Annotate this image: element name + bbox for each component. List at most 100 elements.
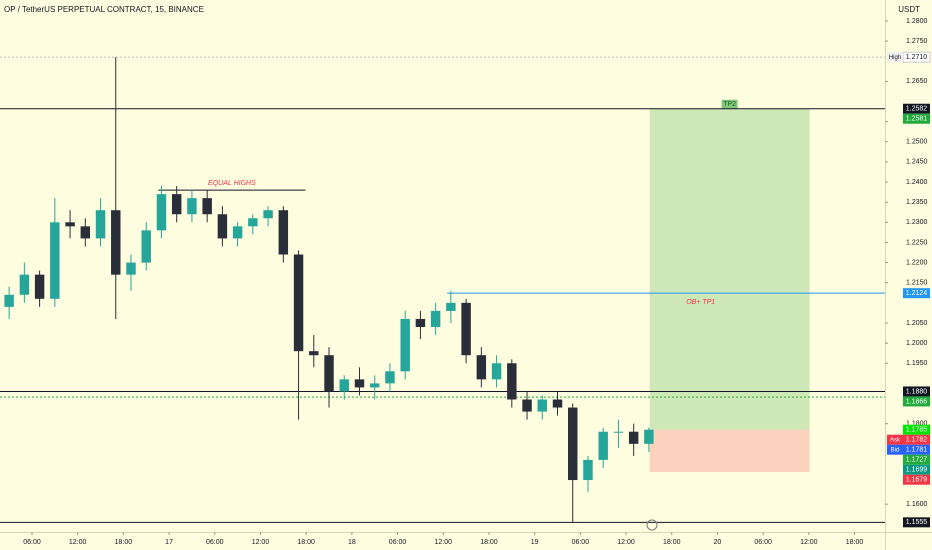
candle-body (126, 262, 136, 275)
price-tag (903, 288, 930, 299)
x-tick-label: 19 (531, 539, 539, 546)
candle-body (217, 214, 228, 239)
x-tick-label: 20 (714, 539, 722, 546)
y-tick-label: 1.2400 (906, 179, 928, 186)
y-tick-label: 1.2800 (906, 18, 928, 25)
candle-body (278, 210, 289, 255)
candle-body (446, 302, 456, 311)
x-tick-label: 18:00 (297, 539, 315, 546)
price-tag (903, 434, 930, 445)
x-tick-label: 06:00 (23, 539, 41, 546)
y-tick-label: 1.2750 (906, 38, 928, 45)
candle-body (232, 226, 243, 239)
target-label-box (721, 99, 738, 109)
y-tick-label: 1.2000 (906, 340, 928, 347)
currency: USDT (898, 5, 920, 14)
x-tick-label: 18:00 (115, 539, 133, 546)
price-tag-label: 1.1727 (906, 457, 928, 464)
price-tag-label: 1.2124 (906, 290, 928, 297)
x-tick-label: 18:00 (846, 539, 864, 546)
candle-body (430, 310, 441, 328)
candle-body (171, 194, 182, 215)
x-tick-label: 18:00 (663, 539, 681, 546)
price-tag-label: 1.1679 (906, 477, 928, 484)
price-tag-label: 1.1785 (906, 427, 928, 434)
price-tag-label: 1.1555 (906, 519, 928, 526)
price-tag-label: 1.1699 (906, 467, 928, 474)
candle-body (111, 210, 121, 275)
candle-body (80, 226, 91, 239)
x-tick-label: 12:00 (800, 539, 818, 546)
price-tag (903, 444, 930, 455)
candle-body (461, 302, 471, 356)
y-tick-label: 1.2150 (906, 280, 928, 287)
y-tick-label: 1.2500 (906, 139, 928, 146)
price-tag-prefix-label: Ask (890, 437, 901, 443)
price-tag (903, 113, 930, 124)
candle-body (248, 218, 258, 227)
price-tag-label: 1.2581 (906, 116, 928, 123)
x-tick-label: 17 (165, 539, 173, 546)
target-zone (649, 108, 810, 430)
candle-body (491, 363, 502, 380)
candle-body (537, 399, 547, 412)
annotation: OB+ TP1 (686, 299, 715, 306)
event-icon[interactable] (646, 519, 658, 531)
stop-zone (649, 429, 810, 472)
price-tag (903, 454, 930, 465)
candle-body (95, 210, 106, 239)
price-tag (903, 464, 930, 475)
price-tag-label: 1.1781 (906, 447, 928, 454)
candle-body (324, 355, 334, 392)
candle-body (34, 274, 45, 299)
candle-body (507, 363, 517, 400)
candle-body (202, 198, 212, 215)
candle-body (415, 318, 426, 328)
candle-body (613, 431, 624, 433)
x-tick-label: 12:00 (69, 539, 87, 546)
candle-body (552, 399, 563, 408)
y-tick-label: 1.1600 (906, 501, 928, 508)
price-tag-prefix (887, 444, 903, 455)
chart-title: OP / TetherUS PERPETUAL CONTRACT, 15, BI… (4, 5, 204, 14)
y-tick-label: 1.2450 (906, 159, 928, 166)
x-tick-label: 12:00 (434, 539, 452, 546)
price-tag-prefix-label: Bid (891, 447, 900, 453)
candle-body (583, 459, 593, 481)
candle-body (339, 379, 349, 392)
x-tick-label: 12:00 (617, 539, 635, 546)
price-tag-label: 1.1880 (906, 388, 928, 395)
candle-body (400, 318, 410, 372)
candle-body (476, 355, 487, 380)
candle-body (309, 351, 319, 356)
price-tag (903, 103, 930, 114)
candle-body (628, 431, 639, 444)
candle-body (369, 383, 380, 388)
x-tick-label: 06:00 (206, 539, 224, 546)
candle-body (263, 210, 273, 219)
candle-body (4, 294, 14, 307)
y-tick-label: 1.1950 (906, 360, 928, 367)
plot: TP2 EQUAL HIGHS OB+ TP1 (0, 56, 885, 523)
price-tag (903, 474, 930, 485)
x-tick-label: 12:00 (252, 539, 270, 546)
candle-body (522, 399, 532, 412)
y-tick-label: 1.1800 (906, 421, 928, 428)
candle-body (187, 198, 197, 215)
price-tag-prefix (887, 434, 903, 445)
candle-body (65, 222, 75, 227)
equal-highs-label: EQUAL HIGHS (208, 180, 256, 187)
candle-body (568, 407, 578, 481)
y-tick-label: 1.2050 (906, 320, 928, 327)
candle-body (293, 254, 304, 352)
price-tag-label: 1.1782 (906, 437, 928, 444)
price-tag-label: 1.1866 (906, 398, 928, 405)
price-tag (903, 424, 930, 435)
candle-body (644, 429, 654, 444)
candle-body (50, 222, 60, 299)
target-label: TP2 (723, 101, 736, 108)
y-tick-label: 1.2250 (906, 239, 928, 246)
price-tag-prefix (887, 52, 903, 63)
price-tag (903, 386, 930, 397)
